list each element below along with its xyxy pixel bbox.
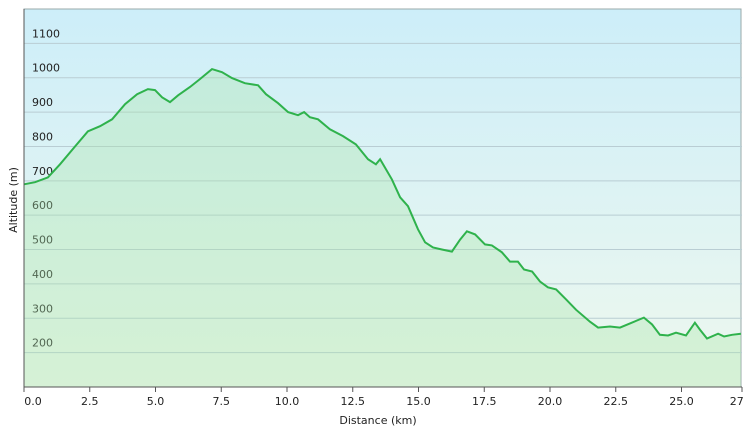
x-tick-label: 27.3 (730, 395, 744, 408)
y-tick-label: 800 (32, 130, 53, 143)
x-tick-label: 5.0 (147, 395, 165, 408)
y-tick-label: 1000 (32, 62, 60, 75)
x-tick-label: 25.0 (669, 395, 694, 408)
x-axis-label: Distance (km) (339, 414, 416, 427)
y-tick-label: 400 (32, 268, 53, 281)
x-tick-label: 12.5 (341, 395, 366, 408)
x-tick-label: 2.5 (81, 395, 99, 408)
y-tick-label: 700 (32, 165, 53, 178)
altitude-line (23, 67, 742, 340)
x-tick-label: 22.5 (604, 395, 629, 408)
x-tick-label: 15.0 (406, 395, 431, 408)
y-tick-label: 200 (32, 337, 53, 350)
x-tick-label: 7.5 (213, 395, 231, 408)
y-tick-label: 300 (32, 302, 53, 315)
plot-area (23, 8, 742, 388)
y-tick-label: 600 (32, 199, 53, 212)
x-tick-label: 10.0 (275, 395, 300, 408)
y-tick-label: 500 (32, 234, 53, 247)
x-tick-label: 17.5 (472, 395, 497, 408)
y-axis-label: Altitude (m) (7, 167, 20, 233)
area-fill (24, 69, 741, 387)
x-tick-label: 20.0 (538, 395, 563, 408)
y-tick-label: 900 (32, 96, 53, 109)
y-tick-label: 1100 (32, 27, 60, 40)
x-tick-label: 0.0 (24, 395, 42, 408)
